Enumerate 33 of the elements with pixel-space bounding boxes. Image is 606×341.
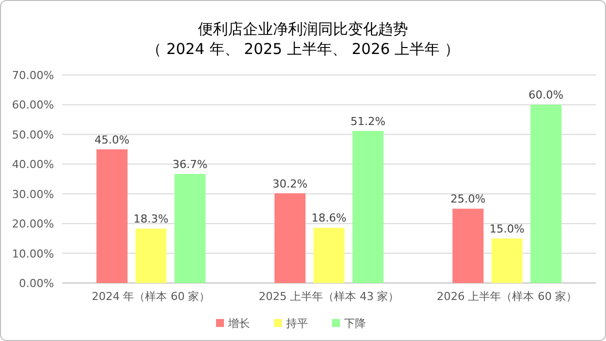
bar — [492, 238, 522, 283]
bar — [452, 208, 484, 283]
data-label: 18.6% — [312, 212, 346, 225]
x-tick-label: 2024 年（样本 60 家） — [92, 290, 210, 303]
bar — [274, 193, 306, 283]
title: 便利店企业净利润同比变化趋势 （ 2024 年、 2025 上半年、 2026 上半年 ） — [146, 20, 460, 58]
data-label: 30.2% — [272, 177, 308, 190]
bar — [174, 174, 206, 283]
bar — [530, 104, 562, 283]
y-tick-label: 0.00% — [19, 277, 54, 290]
data-label: 15.0% — [490, 222, 524, 236]
data-label: 60.0% — [528, 88, 564, 102]
bar — [352, 130, 384, 283]
y-tick-label: 10.00% — [12, 247, 54, 260]
data-label: 36.7% — [172, 158, 208, 171]
data-label: 45.0% — [94, 133, 130, 146]
bar — [314, 228, 344, 283]
y-tick-label: 50.00% — [12, 128, 54, 142]
legend-label: 增长 — [227, 317, 250, 330]
bar — [96, 149, 128, 283]
bar — [136, 228, 166, 283]
data-label: 51.2% — [350, 114, 386, 128]
y-tick-label: 20.00% — [12, 218, 54, 231]
legend-label: 持平 — [286, 317, 308, 330]
data-label: 25.0% — [450, 192, 486, 206]
y-tick-label: 70.00% — [12, 69, 54, 82]
x-tick-label: 2026 上半年（样本 60 家） — [436, 290, 578, 303]
y-tick-label: 60.00% — [12, 98, 54, 112]
x-tick-label: 2025 上半年（样本 43 家） — [258, 290, 400, 303]
legend-label: 下降 — [344, 317, 366, 330]
data-label: 18.3% — [134, 212, 168, 226]
y-tick-label: 40.00% — [12, 158, 54, 172]
y-tick-label: 30.00% — [12, 188, 54, 201]
